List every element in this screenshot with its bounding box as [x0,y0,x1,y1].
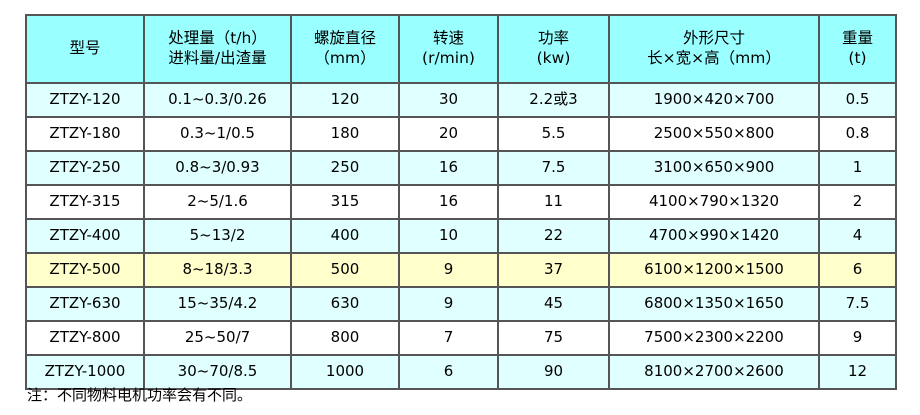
table-cell: 7.5 [818,286,897,322]
table-cell: 7500×2300×2200 [608,320,820,356]
table-cell: 4700×990×1420 [608,218,820,254]
table-cell: 0.8~3/0.93 [143,150,292,186]
specification-table: 型号 处理量（t/h） 进料量/出渣量 螺旋直径 （mm） 转速 (r/min) 功率 (kw)… [25,14,897,390]
table-cell: 37 [497,252,610,288]
table-cell: 8100×2700×2600 [608,354,820,390]
cell-model: ZTZY-400 [25,218,145,254]
table-cell: 2500×550×800 [608,116,820,152]
table-row: ZTZY-250 0.8~3/0.93 250 16 7.5 3100×650×900 1 [25,150,897,186]
table-cell: 22 [497,218,610,254]
table-cell: 4 [818,218,897,254]
table-cell: 25~50/7 [143,320,292,356]
column-header-5: 外形尺寸 长×宽×高（mm） [608,14,820,84]
column-header-line1: 重量 [841,29,873,48]
table-body: ZTZY-120 0.1~0.3/0.26 120 30 2.2或3 1900×420×7… [25,82,897,390]
column-header-2: 螺旋直径 （mm） [290,14,400,84]
table-cell: 0.8 [818,116,897,152]
table-cell: 500 [290,252,400,288]
table-footnote: 注：不同物料电机功率会有不同。 [27,386,253,404]
column-header-line2: 长×宽×高（mm） [647,49,781,67]
cell-model: ZTZY-630 [25,286,145,322]
cell-model: ZTZY-1000 [25,354,145,390]
table-cell: 0.5 [818,82,897,118]
table-cell: 1900×420×700 [608,82,820,118]
table-cell: 315 [290,184,400,220]
table-row: ZTZY-315 2~5/1.6 315 16 11 4100×790×1320 2 [25,184,897,220]
table-cell: 6 [398,354,499,390]
cell-model: ZTZY-800 [25,320,145,356]
column-header-3: 转速 (r/min) [398,14,499,84]
table-cell: 9 [398,252,499,288]
table-cell: 15~35/4.2 [143,286,292,322]
column-header-line2: (t) [848,49,867,67]
table-cell: 45 [497,286,610,322]
spec-table-container: 型号 处理量（t/h） 进料量/出渣量 螺旋直径 （mm） 转速 (r/min) 功率 (kw)… [25,14,897,390]
column-header-line2: 进料量/出渣量 [168,49,267,67]
table-header: 型号 处理量（t/h） 进料量/出渣量 螺旋直径 （mm） 转速 (r/min) 功率 (kw)… [25,14,897,84]
column-header-line1: 转速 [432,29,464,48]
table-row: ZTZY-180 0.3~1/0.5 180 20 5.5 2500×550×800 0.8 [25,116,897,152]
table-cell: 9 [398,286,499,322]
table-row: ZTZY-1000 30~70/8.5 1000 6 90 8100×2700×2600 1… [25,354,897,390]
column-header-4: 功率 (kw) [497,14,610,84]
table-cell: 2~5/1.6 [143,184,292,220]
table-cell: 12 [818,354,897,390]
cell-model: ZTZY-315 [25,184,145,220]
table-cell: 10 [398,218,499,254]
table-cell: 20 [398,116,499,152]
table-cell: 250 [290,150,400,186]
table-row: ZTZY-630 15~35/4.2 630 9 45 6800×1350×1650 7.5 [25,286,897,322]
header-row: 型号 处理量（t/h） 进料量/出渣量 螺旋直径 （mm） 转速 (r/min) 功率 (kw)… [25,14,897,84]
cell-model: ZTZY-250 [25,150,145,186]
table-row: ZTZY-400 5~13/2 400 10 22 4700×990×1420 4 [25,218,897,254]
column-header-line1: 螺旋直径 [313,29,376,48]
table-cell: 1 [818,150,897,186]
table-cell: 800 [290,320,400,356]
table-cell: 16 [398,150,499,186]
table-cell: 2.2或3 [497,82,610,118]
table-cell: 6100×1200×1500 [608,252,820,288]
column-header-line1: 处理量（t/h） [168,29,267,48]
table-cell: 9 [818,320,897,356]
table-cell: 6 [818,252,897,288]
table-cell: 8~18/3.3 [143,252,292,288]
table-cell: 5~13/2 [143,218,292,254]
table-cell: 0.1~0.3/0.26 [143,82,292,118]
table-cell: 11 [497,184,610,220]
column-header-0: 型号 [25,14,145,84]
table-cell: 5.5 [497,116,610,152]
table-cell: 2 [818,184,897,220]
table-cell: 400 [290,218,400,254]
table-cell: 0.3~1/0.5 [143,116,292,152]
table-row: ZTZY-800 25~50/7 800 7 75 7500×2300×2200 9 [25,320,897,356]
column-header-line2: （mm） [314,49,376,67]
cell-model: ZTZY-180 [25,116,145,152]
table-cell: 7 [398,320,499,356]
column-header-1: 处理量（t/h） 进料量/出渣量 [143,14,292,84]
cell-model: ZTZY-500 [25,252,145,288]
table-cell: 6800×1350×1650 [608,286,820,322]
table-cell: 90 [497,354,610,390]
table-cell: 3100×650×900 [608,150,820,186]
column-header-line2: (kw) [536,49,571,67]
table-cell: 630 [290,286,400,322]
table-cell: 30~70/8.5 [143,354,292,390]
table-cell: 7.5 [497,150,610,186]
table-cell: 30 [398,82,499,118]
cell-model: ZTZY-120 [25,82,145,118]
table-cell: 16 [398,184,499,220]
column-header-line1: 型号 [69,39,101,58]
column-header-line2: (r/min) [422,49,475,67]
table-cell: 120 [290,82,400,118]
table-row: ZTZY-500 8~18/3.3 500 9 37 6100×1200×1500 6 [25,252,897,288]
column-header-line1: 外形尺寸 [682,29,745,48]
table-row: ZTZY-120 0.1~0.3/0.26 120 30 2.2或3 1900×420×7… [25,82,897,118]
table-cell: 4100×790×1320 [608,184,820,220]
table-cell: 75 [497,320,610,356]
column-header-6: 重量 (t) [818,14,897,84]
table-cell: 180 [290,116,400,152]
table-cell: 1000 [290,354,400,390]
column-header-line1: 功率 [537,29,569,48]
